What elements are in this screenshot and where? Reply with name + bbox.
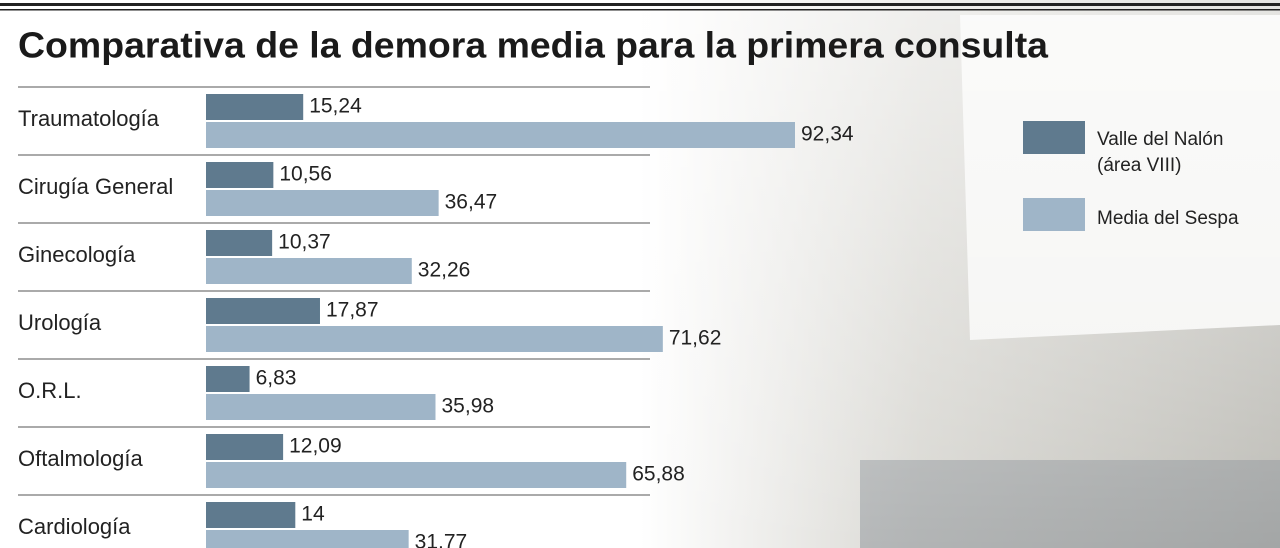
value-label: 65,88	[632, 463, 685, 486]
top-rule	[0, 3, 1280, 6]
bar	[206, 94, 304, 120]
value-label: 35,98	[442, 395, 495, 418]
bar	[206, 462, 627, 488]
bar	[206, 190, 439, 216]
bar	[206, 162, 274, 188]
bar	[206, 298, 320, 324]
category-label: Ginecología	[18, 242, 136, 267]
bar	[206, 326, 663, 352]
bar	[206, 530, 409, 548]
value-label: 17,87	[326, 299, 379, 322]
chart-title: Comparativa de la demora media para la p…	[18, 25, 1049, 66]
value-label: 6,83	[256, 367, 297, 390]
top-rule	[0, 9, 1280, 11]
value-label: 15,24	[309, 95, 362, 118]
bar	[206, 230, 273, 256]
value-label: 36,47	[445, 191, 498, 214]
legend-swatch	[1023, 121, 1085, 154]
legend-swatch	[1023, 198, 1085, 231]
value-label: 14	[301, 503, 325, 526]
category-label: O.R.L.	[18, 378, 82, 403]
value-label: 10,37	[278, 231, 331, 254]
value-label: 92,34	[801, 123, 854, 146]
bar	[206, 502, 296, 528]
value-label: 31,77	[415, 531, 468, 548]
value-label: 10,56	[279, 163, 332, 186]
category-label: Cirugía General	[18, 174, 173, 199]
bar	[206, 122, 795, 148]
category-label: Oftalmología	[18, 446, 143, 471]
legend-label: Valle del Nalón (área VIII)	[1097, 129, 1224, 176]
legend-label: Media del Sespa	[1097, 208, 1239, 229]
bar	[206, 394, 436, 420]
bar	[206, 258, 412, 284]
bar	[206, 366, 250, 392]
bar	[206, 434, 284, 460]
value-label: 12,09	[289, 435, 342, 458]
category-label: Traumatología	[18, 106, 160, 131]
category-label: Cardiología	[18, 514, 131, 539]
category-label: Urología	[18, 310, 102, 335]
value-label: 71,62	[669, 327, 722, 350]
value-label: 32,26	[418, 259, 471, 282]
